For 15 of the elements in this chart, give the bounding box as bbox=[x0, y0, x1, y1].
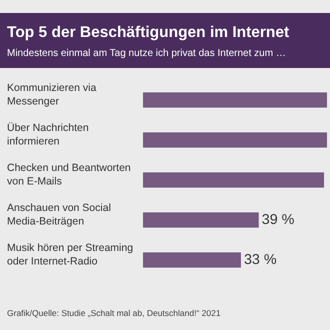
y-tick-label: Anschauen von Social Media-Beiträgen bbox=[7, 202, 111, 228]
bar bbox=[143, 172, 324, 188]
chart-title: Top 5 der Beschäftigungen im Internet bbox=[7, 24, 290, 41]
data-label: 39 % bbox=[262, 212, 295, 228]
chart-subtitle: Mindestens einmal am Tag nutze ich privat das Internet zum … bbox=[7, 48, 286, 59]
y-tick-label: Über Nachrichten informieren bbox=[7, 122, 89, 148]
y-tick-label: Kommunizieren via Messenger bbox=[7, 82, 96, 108]
bar bbox=[143, 252, 241, 268]
bar bbox=[143, 92, 327, 108]
bar bbox=[143, 132, 327, 148]
data-label: 33 % bbox=[244, 252, 277, 268]
bar bbox=[143, 212, 259, 228]
y-tick-label: Musik hören per Streaming oder Internet-Radio bbox=[7, 242, 134, 268]
y-tick-label: Checken und Beantworten von E-Mails bbox=[7, 162, 131, 188]
text: Grafik/Quelle: Studie „Schalt mal ab, Deutschland!“ 2021 bbox=[7, 308, 221, 318]
